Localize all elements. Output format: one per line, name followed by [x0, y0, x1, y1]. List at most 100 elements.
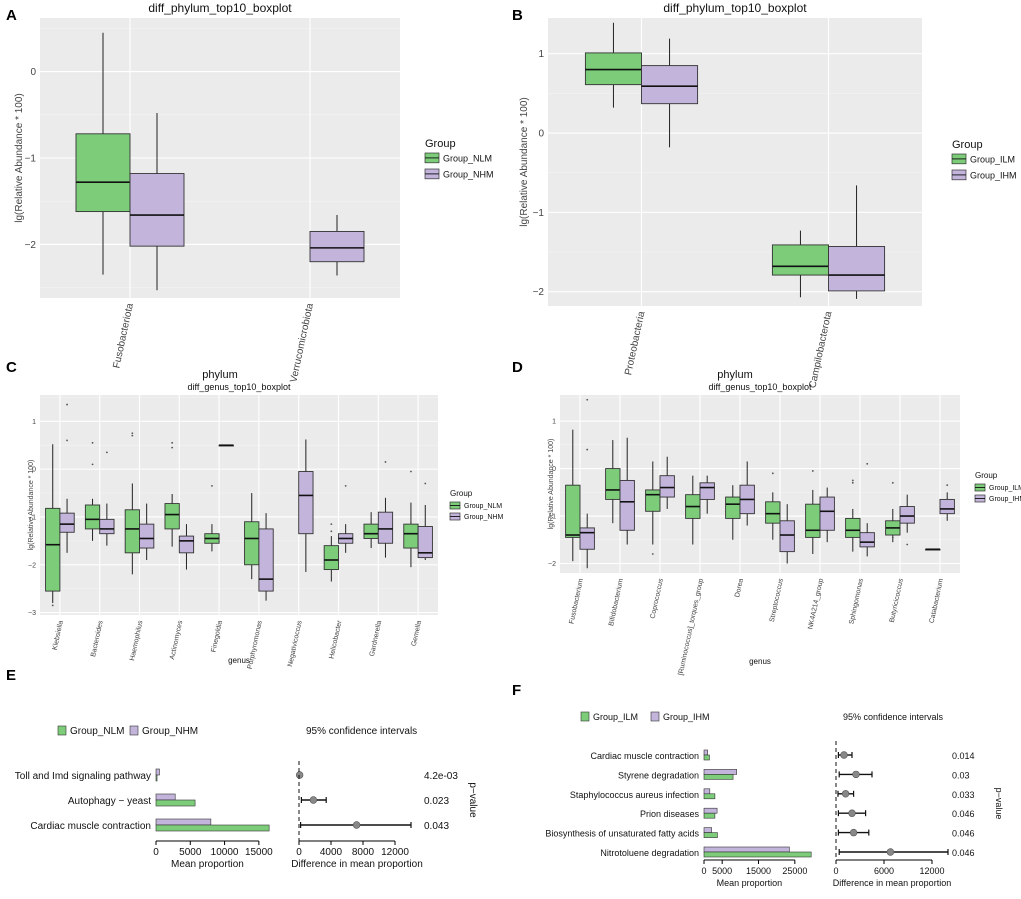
- mean-bar-g1-F: [703, 851, 812, 858]
- y-tick-label-B: 0: [538, 129, 544, 140]
- box-C-8: [204, 524, 220, 552]
- x-tick-label-B: Proteobacteria: [623, 310, 647, 376]
- outlier-point-C: [171, 446, 174, 449]
- legend-label-F: Group_IHM: [663, 712, 710, 722]
- mean-bar-g1-F: [703, 774, 734, 780]
- box-C-3: [99, 503, 115, 546]
- pathway-label-F: Styrene degradation: [618, 770, 699, 780]
- ci-title-E: 95% confidence intervals: [306, 726, 417, 737]
- box-D-17: [899, 494, 915, 533]
- y-tick-label-C: −3: [28, 610, 36, 617]
- diff-point-E: [309, 796, 318, 804]
- box-iqr: [641, 65, 699, 105]
- box-iqr: [819, 496, 835, 531]
- outlier-point-D: [891, 536, 894, 539]
- y-tick-label-A: −1: [25, 154, 37, 165]
- legend-label-E: Group_NLM: [70, 726, 124, 737]
- y-tick-label-C: −1: [28, 514, 36, 521]
- y-tick-label-B: −1: [533, 208, 545, 219]
- y-tick-label-A: −2: [25, 240, 37, 251]
- box-iqr: [84, 504, 101, 530]
- box-D-9: [739, 461, 755, 526]
- pathway-label-E: Autophagy − yeast: [68, 796, 151, 807]
- box-iqr: [363, 523, 379, 539]
- legend-label-B: Group_ILM: [970, 154, 1015, 164]
- mean-bar-g2-F: [703, 807, 718, 814]
- panel-letter-F: F: [512, 682, 521, 699]
- box-iqr: [164, 503, 180, 530]
- box-D-1: [579, 513, 595, 569]
- legend-title-A: Group: [425, 138, 456, 150]
- box-iqr: [323, 545, 339, 571]
- pathway-label-F: Cardiac muscle contraction: [590, 751, 699, 761]
- diff-point-F: [848, 809, 856, 817]
- outlier-point-C: [410, 470, 412, 473]
- box-A-0: [75, 32, 131, 275]
- box-iqr: [75, 133, 131, 213]
- mean-bar-g2-F: [703, 749, 708, 756]
- mean-axis-tick-label-F: 25000: [782, 866, 807, 876]
- box-B-3: [828, 185, 886, 299]
- x-tick-label-C: Klebsiella: [52, 620, 65, 651]
- outlier-point-D: [946, 484, 949, 487]
- box-D-4: [645, 461, 661, 545]
- x-tick-label-C: Actinomyces: [169, 619, 184, 660]
- x-tick-label-A: Fusobacteriota: [111, 302, 136, 369]
- box-iqr: [309, 231, 365, 263]
- box-C-16: [377, 497, 394, 558]
- ci-title-F: 95% confidence intervals: [843, 712, 944, 722]
- box-D-5: [659, 456, 675, 509]
- box-iqr: [403, 523, 419, 549]
- box-C-13: [323, 536, 339, 582]
- box-D-14: [845, 508, 861, 552]
- box-A-2: [309, 215, 365, 276]
- box-iqr: [129, 173, 185, 247]
- panel-letter-E: E: [6, 667, 16, 684]
- box-C-9: [218, 444, 234, 447]
- box-iqr: [859, 532, 875, 548]
- chart-title-C: diff_genus_top10_boxplot: [188, 382, 291, 392]
- y-axis-label-D: lg(Relative Abundance * 100): [548, 439, 555, 530]
- box-D-10: [765, 492, 781, 540]
- box-iqr: [99, 518, 115, 535]
- x-tick-label-D: Catabacterium: [929, 578, 945, 624]
- box-D-16: [885, 508, 901, 543]
- p-value-F: 0.014: [952, 751, 975, 761]
- box-B-2: [771, 230, 829, 298]
- box-C-1: [59, 498, 75, 553]
- box-C-12: [298, 439, 314, 572]
- diff-point-E: [352, 821, 361, 829]
- x-tick-label-C: Haemophilus: [129, 619, 144, 661]
- outlier-point-D: [891, 481, 894, 484]
- legend-label-A: Group_NLM: [443, 153, 492, 163]
- outlier-point-D: [851, 479, 854, 482]
- y-tick-label-B: 1: [538, 49, 544, 60]
- y-tick-label-D: −2: [548, 561, 556, 568]
- diff-axis-title-E: Difference in mean proportion: [291, 859, 423, 870]
- mean-bar-g2-E: [155, 793, 176, 801]
- y-tick-label-D: 1: [552, 419, 556, 426]
- box-iqr: [645, 489, 661, 512]
- outlier-point-C: [384, 461, 387, 463]
- mean-axis-tick-label-F: 0: [701, 866, 706, 876]
- y-tick-label-C: 1: [32, 419, 36, 426]
- box-C-7: [178, 524, 195, 570]
- mean-axis-title-E: Mean proportion: [171, 859, 244, 870]
- mean-bar-g1-E: [155, 799, 196, 807]
- box-iqr: [139, 523, 155, 549]
- box-C-17: [403, 502, 419, 568]
- p-value-axis-title-F: p−value: [994, 788, 1004, 820]
- mean-bar-g1-F: [703, 832, 718, 838]
- outlier-point-D: [771, 472, 774, 475]
- legend-swatch-E: [57, 725, 67, 736]
- outlier-point-C: [131, 434, 134, 437]
- legend-swatch-F: [580, 711, 590, 722]
- mean-axis-tick-label-E: 10000: [211, 847, 239, 858]
- chart-title-B: diff_phylum_top10_boxplot: [663, 1, 807, 15]
- box-iqr: [45, 507, 61, 592]
- mean-bar-g1-E: [155, 824, 270, 832]
- outlier-point-D: [651, 553, 654, 555]
- box-D-3: [619, 437, 635, 545]
- legend-label-C: Group_NLM: [464, 503, 502, 510]
- box-D-6: [685, 475, 701, 545]
